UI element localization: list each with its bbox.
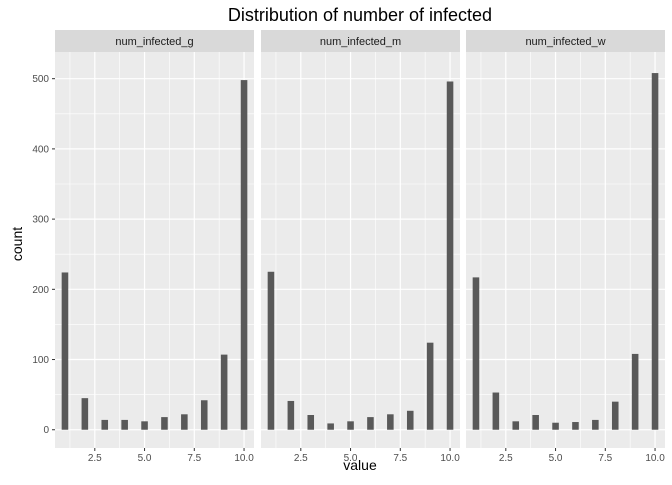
facet-strip-label: num_infected_w (525, 36, 605, 48)
x-tick-label: 10.0 (645, 453, 665, 464)
y-axis-label: count (9, 227, 25, 261)
x-tick-label: 5.0 (344, 453, 358, 464)
facet-panel: num_infected_w 2.5 5.0 7.5 10.0 (466, 30, 665, 464)
bar (121, 419, 128, 430)
panel-background (466, 52, 665, 448)
bar (81, 398, 89, 430)
panel-background (261, 52, 460, 448)
facet-panel: num_infected_m 2.5 5.0 7.5 10.0 (261, 30, 460, 464)
bar (552, 422, 559, 430)
bar (387, 414, 394, 430)
bar (327, 423, 334, 430)
x-tick-label: 5.0 (549, 453, 563, 464)
bar (141, 421, 148, 430)
bar (592, 419, 599, 430)
facet-panels: num_infected_g 2.5 5.0 7.5 10.0 0 100 200 300 400… (32, 30, 665, 464)
x-tick-label: 10.0 (440, 453, 460, 464)
x-tick-label: 2.5 (88, 453, 102, 464)
bar (200, 400, 208, 430)
bar (512, 421, 520, 430)
y-tick-label: 300 (32, 215, 49, 226)
y-tick-label: 500 (32, 74, 49, 85)
bar (631, 353, 639, 430)
bar (572, 422, 579, 430)
x-tick-label: 2.5 (499, 453, 513, 464)
bar (61, 272, 69, 430)
bar (446, 81, 454, 430)
bar (406, 410, 414, 430)
bar (532, 415, 539, 430)
bar (101, 419, 109, 430)
bar (492, 392, 500, 430)
y-tick-label: 100 (32, 355, 49, 366)
facet-strip (55, 30, 254, 52)
bar (307, 415, 315, 430)
bar (472, 277, 480, 430)
bar (367, 417, 374, 430)
y-tick-label: 400 (32, 144, 49, 155)
y-tick-label: 0 (43, 425, 49, 436)
y-tick-label: 200 (32, 285, 49, 296)
bar (220, 354, 228, 430)
bar (267, 271, 275, 430)
bar (287, 400, 295, 430)
x-tick-label: 10.0 (234, 453, 254, 464)
bar (181, 414, 188, 430)
x-tick-label: 5.0 (138, 453, 152, 464)
bar (426, 342, 434, 430)
chart-title: Distribution of number of infected (228, 5, 492, 25)
facet-panel: num_infected_g 2.5 5.0 7.5 10.0 0 100 200 300 400… (32, 30, 254, 464)
x-tick-label: 7.5 (187, 453, 201, 464)
facet-strip-label: num_infected_m (320, 36, 401, 48)
facet-strip (466, 30, 665, 52)
x-tick-label: 2.5 (294, 453, 308, 464)
bar (347, 421, 354, 430)
bar (161, 417, 168, 430)
panel-background (55, 52, 254, 448)
facet-strip-label: num_infected_g (115, 36, 193, 48)
facet-strip (261, 30, 460, 52)
bar (611, 401, 619, 430)
bar (240, 80, 248, 430)
x-tick-label: 7.5 (393, 453, 407, 464)
bar (651, 73, 659, 430)
x-axis-label: value (343, 457, 377, 473)
x-tick-label: 7.5 (598, 453, 612, 464)
